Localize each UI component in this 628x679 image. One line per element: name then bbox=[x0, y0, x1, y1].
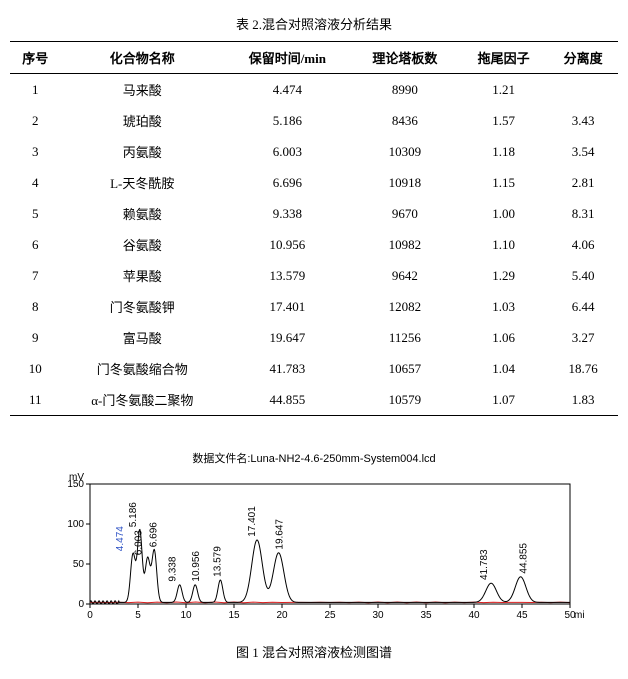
table-row: 7苹果酸13.57996421.295.40 bbox=[10, 260, 618, 291]
svg-text:mV: mV bbox=[69, 472, 84, 483]
svg-text:6.696: 6.696 bbox=[148, 522, 159, 547]
svg-text:min: min bbox=[574, 610, 584, 621]
col-header-2: 保留时间/min bbox=[224, 42, 351, 74]
col-header-0: 序号 bbox=[10, 42, 61, 74]
svg-text:9.338: 9.338 bbox=[168, 556, 179, 581]
svg-text:44.855: 44.855 bbox=[519, 543, 530, 574]
results-table: 序号化合物名称保留时间/min理论塔板数拖尾因子分离度 1马来酸4.474899… bbox=[10, 41, 618, 416]
svg-text:45: 45 bbox=[516, 610, 528, 621]
svg-text:40: 40 bbox=[468, 610, 480, 621]
table-row: 6谷氨酸10.956109821.104.06 bbox=[10, 229, 618, 260]
svg-text:25: 25 bbox=[324, 610, 336, 621]
table-row: 8门冬氨酸钾17.401120821.036.44 bbox=[10, 291, 618, 322]
svg-text:35: 35 bbox=[420, 610, 432, 621]
col-header-1: 化合物名称 bbox=[61, 42, 225, 74]
svg-text:41.783: 41.783 bbox=[479, 549, 490, 580]
col-header-4: 拖尾因子 bbox=[459, 42, 548, 74]
col-header-3: 理论塔板数 bbox=[351, 42, 459, 74]
svg-text:13.579: 13.579 bbox=[212, 546, 223, 577]
table-row: 11α-门冬氨酸二聚物44.855105791.071.83 bbox=[10, 384, 618, 416]
chart-file-title: 数据文件名:Luna-NH2-4.6-250mm-System004.lcd bbox=[10, 450, 618, 466]
svg-text:10.956: 10.956 bbox=[191, 551, 202, 582]
col-header-5: 分离度 bbox=[548, 42, 618, 74]
table-row: 1马来酸4.47489901.21 bbox=[10, 74, 618, 106]
chromatogram-chart: 050100150mV05101520253035404550min4.4745… bbox=[44, 468, 584, 638]
svg-text:5: 5 bbox=[135, 610, 141, 621]
svg-text:50: 50 bbox=[73, 559, 85, 570]
table-row: 5赖氨酸9.33896701.008.31 bbox=[10, 198, 618, 229]
svg-text:0: 0 bbox=[78, 599, 84, 610]
table-row: 10门冬氨酸缩合物41.783106571.0418.76 bbox=[10, 353, 618, 384]
svg-text:5.186: 5.186 bbox=[128, 502, 139, 527]
svg-text:19.647: 19.647 bbox=[275, 519, 286, 550]
table-row: 4L-天冬酰胺6.696109181.152.81 bbox=[10, 167, 618, 198]
svg-text:30: 30 bbox=[372, 610, 384, 621]
svg-text:6.003: 6.003 bbox=[134, 530, 145, 555]
table-row: 3丙氨酸6.003103091.183.54 bbox=[10, 136, 618, 167]
svg-text:0: 0 bbox=[87, 610, 93, 621]
svg-text:15: 15 bbox=[228, 610, 240, 621]
table-row: 9富马酸19.647112561.063.27 bbox=[10, 322, 618, 353]
table-row: 2琥珀酸5.18684361.573.43 bbox=[10, 105, 618, 136]
table-title: 表 2.混合对照溶液分析结果 bbox=[10, 14, 618, 33]
figure-caption: 图 1 混合对照溶液检测图谱 bbox=[10, 642, 618, 661]
svg-text:100: 100 bbox=[67, 519, 84, 530]
svg-text:4.474: 4.474 bbox=[115, 526, 126, 551]
svg-text:17.401: 17.401 bbox=[247, 506, 258, 537]
svg-text:20: 20 bbox=[276, 610, 288, 621]
svg-text:10: 10 bbox=[180, 610, 192, 621]
